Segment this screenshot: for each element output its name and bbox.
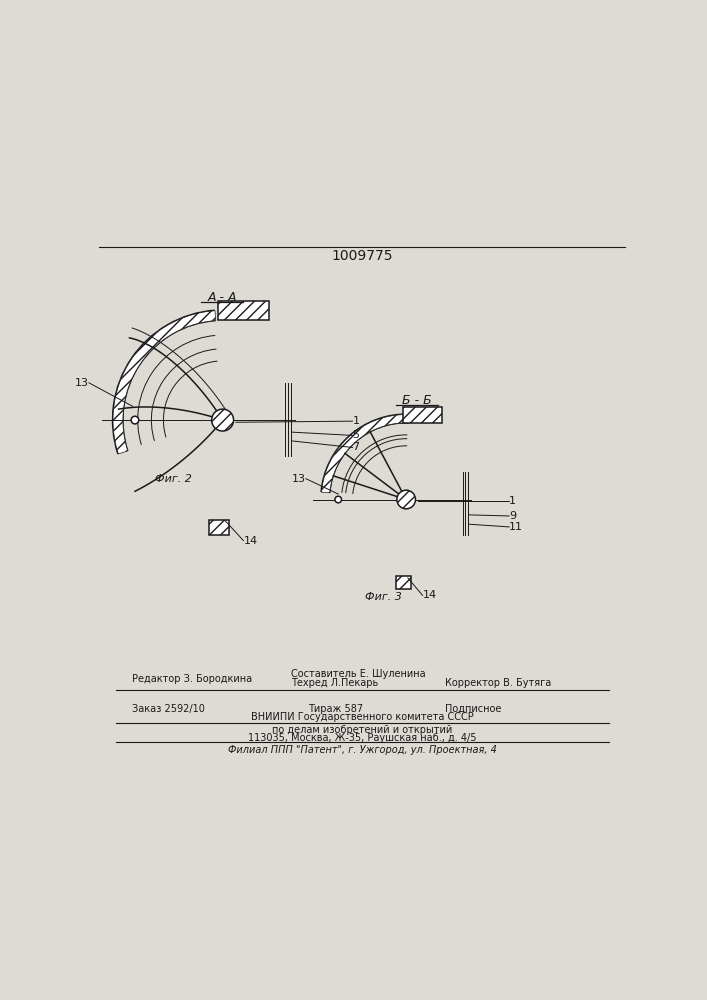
Text: 13: 13: [292, 474, 306, 484]
Text: Техред Л.Пекарь: Техред Л.Пекарь: [291, 678, 378, 688]
Text: А - А: А - А: [208, 291, 238, 304]
Text: Подписное: Подписное: [445, 704, 501, 714]
Text: 113035, Москва, Ж-35, Раушская наб., д. 4/5: 113035, Москва, Ж-35, Раушская наб., д. …: [248, 733, 477, 743]
Polygon shape: [113, 311, 216, 454]
Text: Филиал ППП "Патент", г. Ужгород, ул. Проектная, 4: Филиал ППП "Патент", г. Ужгород, ул. Про…: [228, 745, 497, 755]
Text: 5: 5: [353, 430, 359, 440]
Text: Б - Б: Б - Б: [402, 394, 432, 407]
Text: Редактор З. Бородкина: Редактор З. Бородкина: [132, 674, 252, 684]
Text: 1009775: 1009775: [332, 249, 393, 263]
Polygon shape: [397, 576, 411, 589]
Circle shape: [131, 416, 139, 424]
Polygon shape: [322, 415, 409, 493]
Polygon shape: [209, 520, 229, 535]
Circle shape: [211, 409, 233, 431]
Circle shape: [397, 490, 416, 509]
Text: Заказ 2592/10: Заказ 2592/10: [132, 704, 205, 714]
Text: Составитель Е. Шуленина: Составитель Е. Шуленина: [291, 669, 426, 679]
Text: Фиг. 3: Фиг. 3: [365, 592, 402, 602]
Text: Тираж 587: Тираж 587: [308, 704, 363, 714]
Text: ВНИИПИ Государственного комитета СССР: ВНИИПИ Государственного комитета СССР: [251, 712, 474, 722]
Text: 1: 1: [509, 496, 516, 506]
Text: Корректор В. Бутяга: Корректор В. Бутяга: [445, 678, 551, 688]
Text: 14: 14: [423, 590, 437, 600]
Text: 11: 11: [509, 522, 523, 532]
Text: 7: 7: [353, 442, 360, 452]
Text: Фиг. 2: Фиг. 2: [155, 474, 192, 484]
Circle shape: [335, 496, 341, 503]
Text: 14: 14: [243, 536, 257, 546]
Text: по делам изобретений и открытий: по делам изобретений и открытий: [272, 725, 452, 735]
Polygon shape: [404, 407, 442, 423]
Text: 9: 9: [509, 511, 516, 521]
Polygon shape: [218, 301, 269, 320]
Text: 13: 13: [75, 378, 89, 388]
Text: 1: 1: [353, 416, 359, 426]
